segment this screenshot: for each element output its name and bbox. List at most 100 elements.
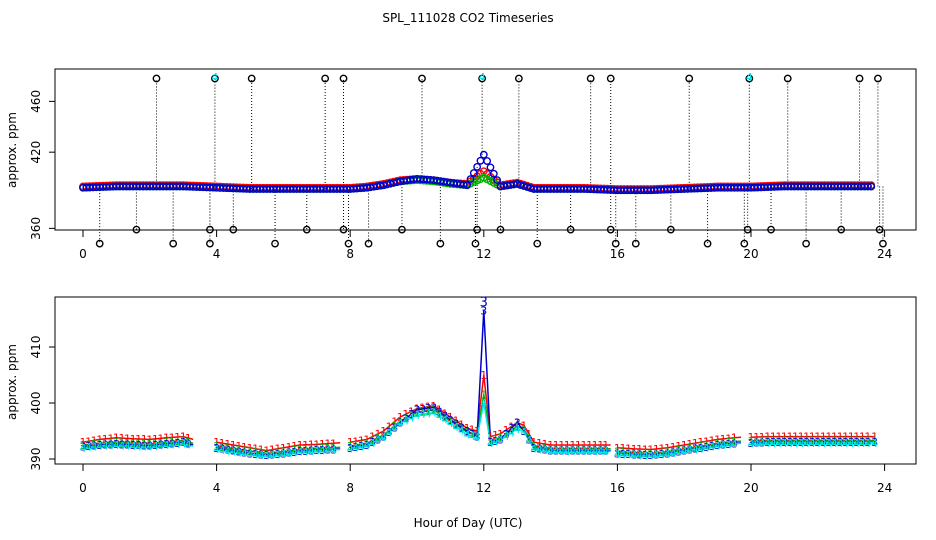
bottom-series-4-marker: 4 bbox=[508, 426, 515, 439]
bottom-series-2-marker: 1 bbox=[686, 442, 693, 455]
bottom-series-3-marker: 3 bbox=[592, 445, 599, 458]
bottom-series-2-marker: 1 bbox=[664, 446, 671, 459]
bottom-series-3-marker: 3 bbox=[670, 446, 677, 459]
bottom-series-3-marker: 3 bbox=[402, 412, 409, 425]
bottom-series-3-marker: 3 bbox=[614, 447, 621, 460]
bottom-series-1-marker: 1 bbox=[542, 438, 549, 451]
bottom-series-1-marker: 1 bbox=[308, 439, 315, 452]
bottom-series-1-marker: 1 bbox=[252, 443, 259, 456]
bottom-series-2-marker: 1 bbox=[291, 444, 298, 457]
chart-title: SPL_111028 CO2 Timeseries bbox=[382, 11, 553, 25]
bottom-series-4-marker: 4 bbox=[414, 409, 421, 422]
bottom-series-3-marker: 3 bbox=[369, 436, 376, 449]
bottom-series-4-marker: 4 bbox=[297, 446, 304, 459]
bottom-series-3-marker: 3 bbox=[497, 433, 504, 446]
bottom-series-2-marker: 1 bbox=[96, 437, 103, 450]
bottom-series-3-marker: 3 bbox=[542, 444, 549, 457]
top-series-3-point bbox=[479, 150, 488, 159]
bottom-series-4-marker: 4 bbox=[174, 438, 181, 451]
bottom-series-1-marker: 1 bbox=[458, 418, 465, 431]
top-series-3-point bbox=[867, 182, 876, 191]
bottom-series-1-marker: 1 bbox=[809, 431, 816, 444]
bottom-series-4-marker: 4 bbox=[653, 449, 660, 462]
bottom-series-4-marker: 4 bbox=[697, 442, 704, 455]
bottom-series-4-marker: 4 bbox=[180, 437, 187, 450]
bottom-series-1-marker: 1 bbox=[670, 441, 677, 454]
bottom-series-3-marker: 3 bbox=[642, 449, 649, 462]
bottom-series-3-marker: 3 bbox=[280, 447, 287, 460]
bottom-series-1-marker: 1 bbox=[697, 436, 704, 449]
bottom-series-3-marker: 3 bbox=[269, 449, 276, 462]
bottom-series-4-marker: 4 bbox=[602, 445, 609, 458]
bottom-series-3-marker: 3 bbox=[853, 436, 860, 449]
bottom-series-3-marker: 3 bbox=[130, 439, 137, 452]
bottom-series-4-marker: 4 bbox=[252, 449, 259, 462]
bottom-series-1-marker: 1 bbox=[152, 433, 159, 446]
bottom-series-2-marker: 1 bbox=[709, 438, 716, 451]
bottom-series-3-marker: 3 bbox=[414, 404, 421, 417]
bottom-series-1-marker: 1 bbox=[369, 431, 376, 444]
bottom-series-2-marker: 1 bbox=[102, 437, 109, 450]
bottom-series-2-marker: 1 bbox=[302, 443, 309, 456]
bottom-series-1-marker: 1 bbox=[235, 440, 242, 453]
bottom-series-1-marker: 1 bbox=[269, 444, 276, 457]
bottom-series-1-marker: 1 bbox=[80, 436, 87, 449]
top-outlier-point bbox=[339, 74, 348, 83]
bottom-series-3-marker: 3 bbox=[241, 446, 248, 459]
bottom-series-3-marker: 3 bbox=[759, 436, 766, 449]
bottom-series-2-marker: 1 bbox=[375, 432, 382, 445]
bottom-series-1-marker: 1 bbox=[709, 434, 716, 447]
bottom-series-3-marker: 3 bbox=[213, 442, 220, 455]
bottom-series-2-marker: 1 bbox=[781, 435, 788, 448]
bottom-series-4-marker: 4 bbox=[375, 434, 382, 447]
bottom-series-2-marker: 1 bbox=[770, 435, 777, 448]
bottom-series-1-marker: 1 bbox=[831, 431, 838, 444]
bottom-series-4-marker: 4 bbox=[274, 449, 281, 462]
bottom-series-4-marker: 4 bbox=[581, 445, 588, 458]
bottom-series-1-marker: 1 bbox=[553, 439, 560, 452]
bottom-series-2-marker: 1 bbox=[85, 438, 92, 451]
top-outlier-point bbox=[611, 239, 620, 248]
top-series-4-marker: 4 bbox=[479, 71, 486, 84]
bottom-series-2-marker: 1 bbox=[297, 443, 304, 456]
bottom-series-1-marker: 1 bbox=[792, 431, 799, 444]
bottom-series-1-marker: 1 bbox=[492, 429, 499, 442]
bottom-series-2-marker: 1 bbox=[602, 443, 609, 456]
bottom-series-3-marker: 3 bbox=[219, 443, 226, 456]
bottom-series-4-marker: 4 bbox=[759, 437, 766, 450]
bottom-series-2-marker: 1 bbox=[430, 404, 437, 417]
top-x-tick-label: 4 bbox=[213, 247, 221, 261]
bottom-series-4-marker: 4 bbox=[258, 449, 265, 462]
bottom-series-1-marker: 1 bbox=[258, 444, 265, 457]
bottom-series-4-marker: 4 bbox=[492, 435, 499, 448]
bottom-series-3-marker: 3 bbox=[709, 440, 716, 453]
bottom-series-4-marker: 4 bbox=[141, 440, 148, 453]
bottom-series-1-marker: 1 bbox=[146, 433, 153, 446]
bottom-series-4-marker: 4 bbox=[614, 448, 621, 461]
bottom-series-2-marker: 1 bbox=[575, 443, 582, 456]
top-outlier-point bbox=[586, 74, 595, 83]
bottom-series-2-marker: 1 bbox=[324, 442, 331, 455]
top-outlier-point bbox=[152, 74, 161, 83]
bottom-series-3-marker: 3 bbox=[664, 447, 671, 460]
bottom-series-2-marker: 1 bbox=[380, 429, 387, 442]
bottom-series-4-marker: 4 bbox=[820, 437, 827, 450]
bottom-series-3-marker: 3 bbox=[157, 438, 164, 451]
top-series-3-point bbox=[469, 169, 478, 177]
bottom-series-2-marker: 1 bbox=[619, 446, 626, 459]
bottom-series-1-marker: 1 bbox=[436, 404, 443, 417]
bottom-series-1-marker: 1 bbox=[230, 439, 237, 452]
bottom-series-1-marker: 1 bbox=[547, 439, 554, 452]
bottom-series-4-marker: 4 bbox=[152, 440, 159, 453]
bottom-series-2-marker: 1 bbox=[831, 435, 838, 448]
bottom-series-2-marker: 1 bbox=[464, 426, 471, 439]
bottom-series-3-marker: 3 bbox=[597, 445, 604, 458]
bottom-series-4-marker: 4 bbox=[781, 437, 788, 450]
bottom-series-2-marker: 1 bbox=[386, 424, 393, 437]
bottom-series-1-marker: 1 bbox=[135, 433, 142, 446]
bottom-series-3-marker: 3 bbox=[302, 445, 309, 458]
bottom-series-2-marker: 1 bbox=[414, 407, 421, 420]
top-series-4-marker: 4 bbox=[746, 71, 753, 84]
bottom-series-3-marker: 3 bbox=[91, 440, 98, 453]
